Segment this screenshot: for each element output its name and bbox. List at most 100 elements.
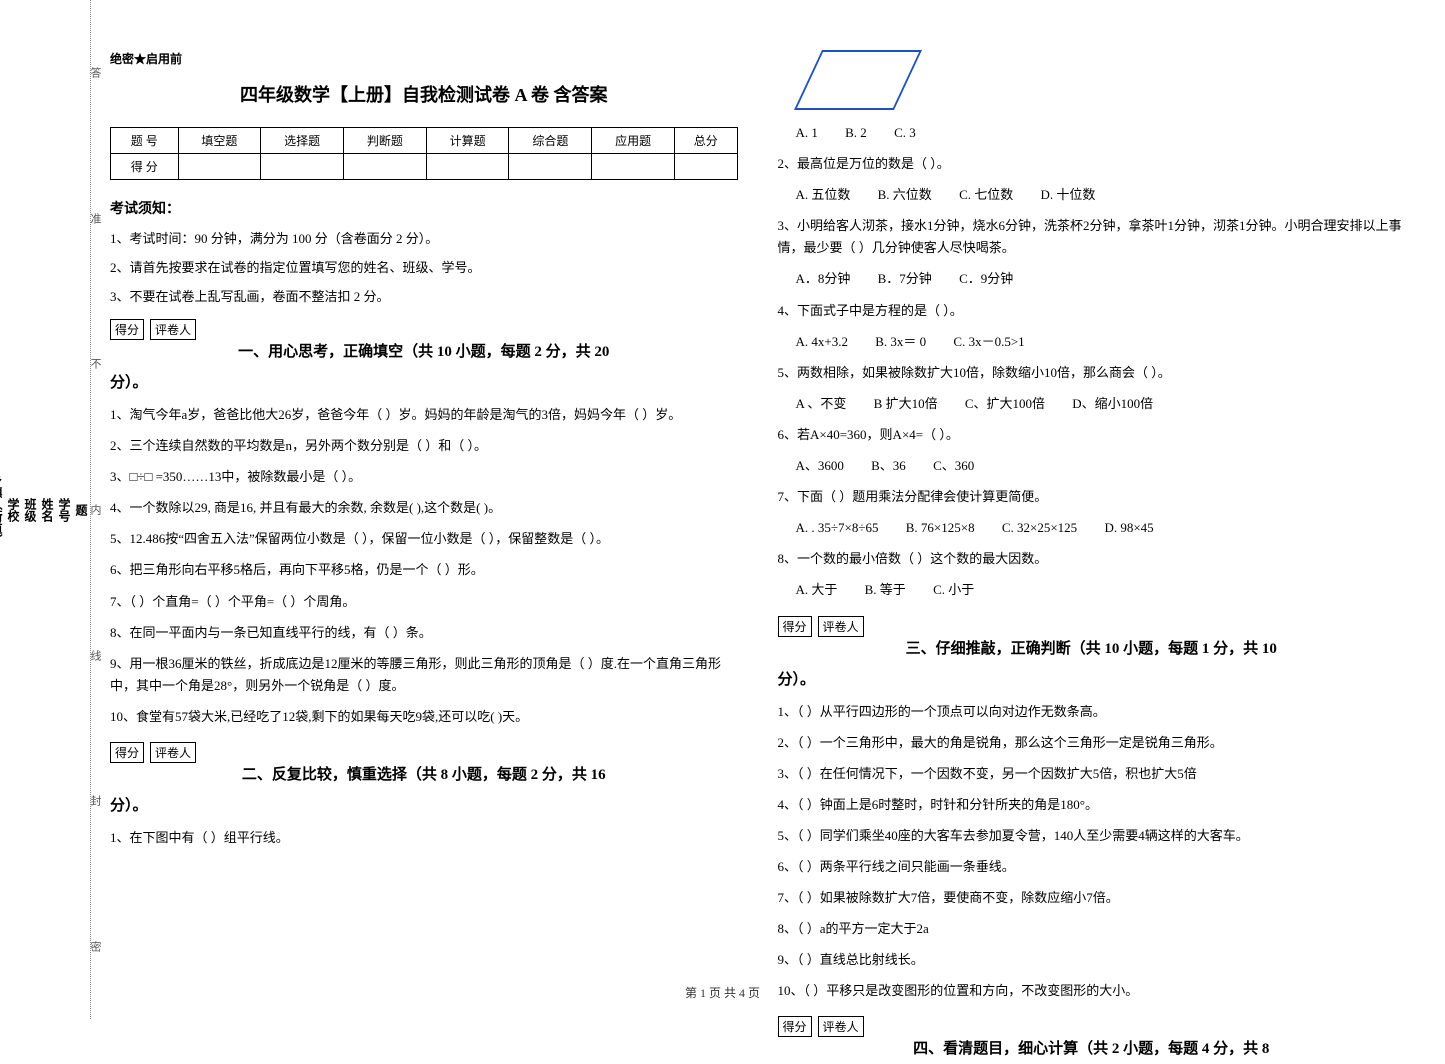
s2-q6-stem: 6、若A×40=360，则A×4=（ ）。 <box>778 424 1406 446</box>
s2-q2-opts: A. 五位数 B. 六位数 C. 七位数 D. 十位数 <box>796 184 1406 206</box>
s1-q1: 1、淘气今年a岁，爸爸比他大26岁，爸爸今年（ ）岁。妈妈的年龄是淘气的3倍，妈… <box>110 404 738 426</box>
s2-q7-opts: A. . 35÷7×8÷65 B. 76×125×8 C. 32×25×125 … <box>796 517 1406 539</box>
section-2-header: 得分评卷人 二、反复比较，慎重选择（共 8 小题，每题 2 分，共 16 <box>110 742 738 784</box>
opt: B. 3x＝ 0 <box>875 334 926 349</box>
s2-q4-opts: A. 4x+3.2 B. 3x＝ 0 C. 3x－0.5>1 <box>796 331 1406 353</box>
s1-q9: 9、用一根36厘米的铁丝，折成底边是12厘米的等腰三角形，则此三角形的顶角是（ … <box>110 653 738 697</box>
s3-q4: 4、（ ）钟面上是6时整时，时针和分针所夹的角是180°。 <box>778 794 1406 816</box>
th-3: 判断题 <box>344 128 427 154</box>
seal-mi: 密 <box>87 941 103 952</box>
opt: A．8分钟 <box>796 271 851 286</box>
opt: A 、不变 <box>796 396 847 411</box>
s1-q7: 7、（ ）个直角=（ ）个平角=（ ）个周角。 <box>110 591 738 613</box>
opt: C. 32×25×125 <box>1002 520 1077 535</box>
left-column: 绝密★启用前 四年级数学【上册】自我检测试卷 A 卷 含答案 题 号 填空题 选… <box>110 50 738 1064</box>
th-4: 计算题 <box>426 128 509 154</box>
section-4-header: 得分评卷人 四、看清题目，细心计算（共 2 小题，每题 4 分，共 8 <box>778 1016 1406 1058</box>
s2-q2-stem: 2、最高位是万位的数是（ ）。 <box>778 153 1406 175</box>
score-box: 得分 <box>778 616 812 637</box>
seal-zhun: 准 <box>87 213 103 224</box>
opt: C、360 <box>933 458 974 473</box>
section-2-tail: 分）。 <box>110 794 738 815</box>
s1-q10: 10、食堂有57袋大米,已经吃了12袋,剩下的如果每天吃9袋,还可以吃( )天。 <box>110 706 738 728</box>
opt: C. 3 <box>894 125 916 140</box>
opt: D. 98×45 <box>1104 520 1153 535</box>
section-3-title: 三、仔细推敲，正确判断（共 10 小题，每题 1 分，共 10 <box>906 641 1277 657</box>
s1-q6: 6、把三角形向右平移5格后，再向下平移5格，仍是一个（ ）形。 <box>110 559 738 581</box>
s2-q4-stem: 4、下面式子中是方程的是（ ）。 <box>778 300 1406 322</box>
opt: A. 大于 <box>796 582 838 597</box>
seal-da: 答 <box>87 67 103 78</box>
score-box: 得分 <box>778 1016 812 1037</box>
th-1: 填空题 <box>178 128 261 154</box>
table-score-row: 得 分 <box>111 154 738 180</box>
section-1-tail: 分）。 <box>110 371 738 392</box>
s2-q1-opts: A. 1 B. 2 C. 3 <box>796 122 1406 144</box>
label-banji: 班级 <box>22 498 39 522</box>
marker-box: 评卷人 <box>150 742 196 763</box>
s2-q3-opts: A．8分钟 B．7分钟 C．9分钟 <box>796 268 1406 290</box>
s2-q3-stem: 3、小明给客人沏茶，接水1分钟，烧水6分钟，洗茶杯2分钟，拿茶叶1分钟，沏茶1分… <box>778 215 1406 259</box>
th-6: 应用题 <box>592 128 675 154</box>
notice-2: 2、请首先按要求在试卷的指定位置填写您的姓名、班级、学号。 <box>110 257 738 276</box>
opt: C．9分钟 <box>959 271 1013 286</box>
label-xuehao: 学号 <box>56 498 73 522</box>
opt: C. 小于 <box>933 582 974 597</box>
s3-q9: 9、（ ）直线总比射线长。 <box>778 949 1406 971</box>
opt: B. 六位数 <box>878 187 932 202</box>
opt: A. 五位数 <box>796 187 851 202</box>
section-1-header: 得分评卷人 一、用心思考，正确填空（共 10 小题，每题 2 分，共 20 <box>110 319 738 361</box>
section-4-title: 四、看清题目，细心计算（共 2 小题，每题 4 分，共 8 <box>913 1041 1269 1057</box>
s3-q8: 8、（ ）a的平方一定大于2a <box>778 918 1406 940</box>
s1-q2: 2、三个连续自然数的平均数是n，另外两个数分别是（ ）和（ ）。 <box>110 435 738 457</box>
seal-bu: 不 <box>87 358 103 369</box>
notice-3: 3、不要在试卷上乱写乱画，卷面不整洁扣 2 分。 <box>110 286 738 305</box>
opt: A、3600 <box>796 458 844 473</box>
opt: A. 1 <box>796 125 818 140</box>
label-xiangzhen: 乡镇（街道） <box>0 474 5 546</box>
s2-q1-stem: 1、在下图中有（ ）组平行线。 <box>110 827 738 849</box>
s2-q5-opts: A 、不变 B 扩大10倍 C、扩大100倍 D、缩小100倍 <box>796 393 1406 415</box>
page-footer: 第 1 页 共 4 页 <box>0 984 1445 1001</box>
seal-line-labels: 答 准 不 内 线 封 密 <box>85 0 105 1019</box>
s2-q7-stem: 7、下面（ ）题用乘法分配律会使计算更简便。 <box>778 486 1406 508</box>
opt: D. 十位数 <box>1040 187 1095 202</box>
label-xuexiao: 学校 <box>5 498 22 522</box>
notice-heading: 考试须知： <box>110 198 738 218</box>
binding-info-strip: 题 学号 姓名 班级 学校 乡镇（街道） <box>30 0 90 1019</box>
seal-xian: 线 <box>87 650 103 661</box>
secret-label: 绝密★启用前 <box>110 50 738 67</box>
seal-nei: 内 <box>87 504 103 515</box>
opt: B. 2 <box>845 125 867 140</box>
th-5: 综合题 <box>509 128 592 154</box>
score-summary-table: 题 号 填空题 选择题 判断题 计算题 综合题 应用题 总分 得 分 <box>110 127 738 180</box>
s3-q5: 5、（ ）同学们乘坐40座的大客车去参加夏令营，140人至少需要4辆这样的大客车… <box>778 825 1406 847</box>
opt: C、扩大100倍 <box>965 396 1045 411</box>
s3-q1: 1、（ ）从平行四边形的一个顶点可以向对边作无数条高。 <box>778 701 1406 723</box>
s2-q8-stem: 8、一个数的最小倍数（ ）这个数的最大因数。 <box>778 548 1406 570</box>
marker-box: 评卷人 <box>150 319 196 340</box>
exam-title: 四年级数学【上册】自我检测试卷 A 卷 含答案 <box>110 81 738 107</box>
s3-q6: 6、（ ）两条平行线之间只能画一条垂线。 <box>778 856 1406 878</box>
parallelogram-figure <box>794 50 922 110</box>
s1-q4: 4、一个数除以29, 商是16, 并且有最大的余数, 余数是( ),这个数是( … <box>110 497 738 519</box>
s3-q7: 7、（ ）如果被除数扩大7倍，要使商不变，除数应缩小7倍。 <box>778 887 1406 909</box>
notice-1: 1、考试时间：90 分钟，满分为 100 分（含卷面分 2 分）。 <box>110 228 738 247</box>
s1-q8: 8、在同一平面内与一条已知直线平行的线，有（ ）条。 <box>110 622 738 644</box>
opt: B．7分钟 <box>878 271 932 286</box>
opt: D、缩小100倍 <box>1072 396 1153 411</box>
section-3-tail: 分）。 <box>778 668 1406 689</box>
s1-q3: 3、□÷□ =350……13中，被除数最小是（ ）。 <box>110 466 738 488</box>
marker-box: 评卷人 <box>818 1016 864 1037</box>
row-label: 得 分 <box>111 154 179 180</box>
opt: B. 等于 <box>865 582 906 597</box>
table-header-row: 题 号 填空题 选择题 判断题 计算题 综合题 应用题 总分 <box>111 128 738 154</box>
th-7: 总分 <box>674 128 737 154</box>
opt: A. 4x+3.2 <box>796 334 848 349</box>
opt: C. 3x－0.5>1 <box>953 334 1024 349</box>
score-box: 得分 <box>110 319 144 340</box>
section-2-title: 二、反复比较，慎重选择（共 8 小题，每题 2 分，共 16 <box>242 767 606 783</box>
opt: B. 76×125×8 <box>906 520 975 535</box>
s2-q6-opts: A、3600 B、36 C、360 <box>796 455 1406 477</box>
opt: C. 七位数 <box>959 187 1013 202</box>
